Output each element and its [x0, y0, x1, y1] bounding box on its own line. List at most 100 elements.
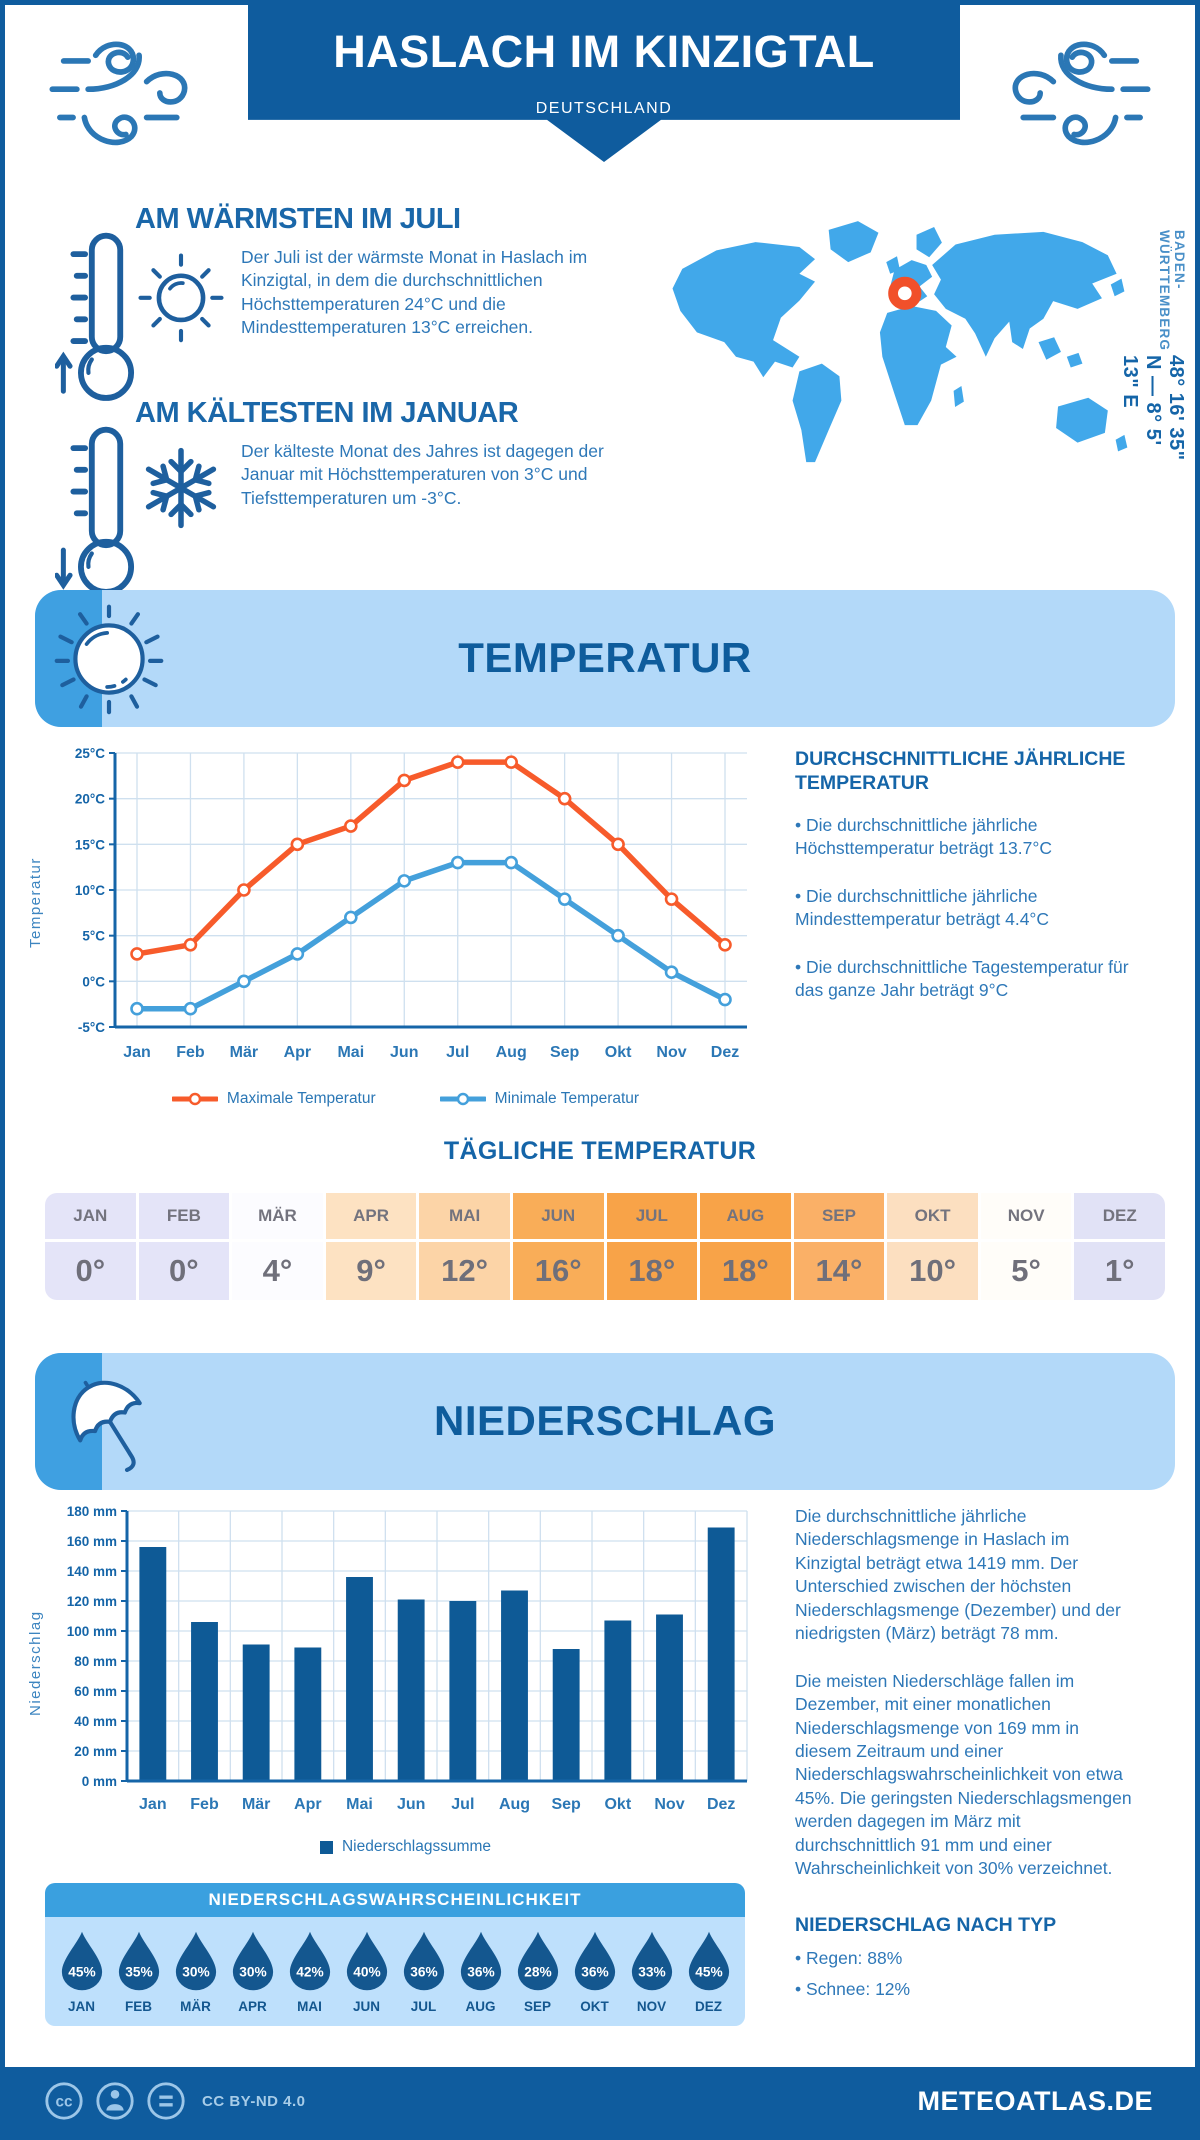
daily-month-label: SEP — [793, 1193, 885, 1239]
svg-text:Mär: Mär — [230, 1044, 258, 1061]
svg-text:Mär: Mär — [242, 1796, 270, 1813]
daily-table-column: FEB 0° — [138, 1193, 230, 1300]
svg-text:Dez: Dez — [711, 1044, 739, 1061]
precipitation-type-bullets: • Regen: 88% • Schnee: 12% — [795, 1947, 1140, 2002]
daily-table-column: MÄR 4° — [232, 1193, 323, 1300]
svg-text:120 mm: 120 mm — [67, 1594, 117, 1609]
svg-text:0°C: 0°C — [82, 974, 105, 989]
legend-item: Maximale Temperatur — [171, 1090, 376, 1108]
probability-drop: 40% JUN — [338, 1929, 395, 2014]
precipitation-paragraph: Die meisten Niederschläge fallen im Deze… — [795, 1670, 1132, 1879]
probability-month-label: SEP — [523, 1999, 551, 2014]
svg-text:45%: 45% — [695, 1965, 722, 1980]
daily-temperature-value: 16° — [512, 1242, 604, 1300]
daily-month-label: NOV — [980, 1193, 1072, 1239]
daily-month-label: JUN — [512, 1193, 604, 1239]
daily-temperature-value: 5° — [980, 1242, 1072, 1300]
daily-month-label: JAN — [45, 1193, 136, 1239]
daily-temperature-value: 12° — [419, 1242, 510, 1300]
svg-text:Jan: Jan — [123, 1044, 151, 1061]
daily-temperature-value: 1° — [1074, 1242, 1165, 1300]
svg-text:Jul: Jul — [446, 1044, 469, 1061]
probability-drop: 30% APR — [224, 1929, 281, 2014]
daily-temperature-value: 0° — [45, 1242, 136, 1300]
svg-text:36%: 36% — [410, 1965, 437, 1980]
svg-text:40 mm: 40 mm — [74, 1714, 117, 1729]
precipitation-probability-card: NIEDERSCHLAGSWAHRSCHEINLICHKEIT 45% JAN 35… — [45, 1883, 745, 2026]
temperature-chart: -5°C 0°C 5°C 10°C 15°C 20°C 25°C Jan Feb Mär Apr Ma… — [61, 743, 778, 1080]
license-icons: cc CC BY-ND 4.0 — [43, 2080, 306, 2122]
umbrella-banner-icon — [71, 1380, 142, 1473]
svg-text:25°C: 25°C — [75, 746, 105, 761]
svg-text:30%: 30% — [239, 1965, 266, 1980]
daily-month-label: APR — [325, 1193, 417, 1239]
probability-drop: 36% AUG — [452, 1929, 509, 2014]
temperature-chart-ylabel: Temperatur — [27, 857, 44, 948]
svg-text:cc: cc — [56, 2094, 73, 2111]
thermometer-down-icon — [55, 426, 135, 595]
svg-text:Jun: Jun — [390, 1044, 418, 1061]
precipitation-paragraphs: Die durchschnittliche jährliche Niedersc… — [795, 1505, 1140, 1881]
equals-icon — [147, 2082, 185, 2120]
warmest-text: Der Juli ist der wärmste Monat in Haslac… — [241, 247, 588, 337]
daily-month-label: AUG — [700, 1193, 791, 1239]
footer: cc CC BY-ND 4.0 METEOATLAS.DE — [5, 2067, 1195, 2135]
precipitation-chart-legend: Niederschlagssumme — [33, 1838, 778, 1856]
daily-temperature-value: 14° — [793, 1242, 885, 1300]
probability-drop: 28% SEP — [509, 1929, 566, 2014]
svg-text:5°C: 5°C — [82, 929, 105, 944]
probability-month-label: NOV — [636, 1999, 667, 2014]
temperature-chart-legend: Maximale Temperatur Minimale Temperatur — [33, 1090, 778, 1108]
svg-text:28%: 28% — [524, 1965, 551, 1980]
daily-month-label: JUL — [606, 1193, 698, 1239]
svg-text:Jan: Jan — [139, 1796, 167, 1813]
probability-month-label: DEZ — [695, 1999, 722, 2014]
precipitation-text-block: Die durchschnittliche jährliche Niedersc… — [795, 1505, 1140, 2010]
daily-table-column: DEZ 1° — [1074, 1193, 1165, 1300]
world-map — [653, 193, 1141, 501]
daily-month-label: MÄR — [232, 1193, 323, 1239]
probability-drop: 36% OKT — [566, 1929, 623, 2014]
daily-month-label: MAI — [419, 1193, 510, 1239]
precipitation-section-title: NIEDERSCHLAG — [433, 1397, 777, 1444]
svg-text:35%: 35% — [125, 1965, 152, 1980]
probability-month-label: JUN — [352, 1999, 380, 2014]
svg-text:-5°C: -5°C — [78, 1020, 105, 1035]
svg-text:160 mm: 160 mm — [67, 1534, 117, 1549]
sun-icon — [135, 246, 227, 346]
svg-text:Okt: Okt — [604, 1796, 631, 1813]
type-bullet: • Regen: 88% — [795, 1947, 903, 1968]
coldest-title: AM KÄLTESTEN IM JANUAR — [135, 397, 519, 429]
svg-text:20 mm: 20 mm — [74, 1744, 117, 1759]
probability-drop: 36% JUL — [395, 1929, 452, 2014]
annual-bullet: • Die durchschnittliche jährliche Höchst… — [795, 814, 1052, 859]
probability-month-label: JUL — [410, 1999, 437, 2014]
cc-icon: cc — [45, 2082, 83, 2120]
svg-text:10°C: 10°C — [75, 883, 105, 898]
thermometer-up-icon — [55, 232, 135, 401]
daily-month-label: OKT — [887, 1193, 978, 1239]
daily-temperature-heading: TÄGLICHE TEMPERATUR — [443, 1137, 757, 1165]
precipitation-chart-block: Niederschlag 0 mm 20 mm 40 mm 60 mm 80 mm 100… — [27, 1501, 778, 1856]
daily-month-label: FEB — [138, 1193, 230, 1239]
svg-text:Sep: Sep — [550, 1044, 580, 1061]
daily-temperature-value: 0° — [138, 1242, 230, 1300]
annual-temperature-heading: DURCHSCHNITTLICHE JÄHRLICHE TEMPERATUR — [795, 748, 1126, 795]
precipitation-type-heading: NIEDERSCHLAG NACH TYP — [795, 1913, 1057, 1936]
coldest-month-block: AM KÄLTESTEN IM JANUAR Der kälteste Mona… — [47, 397, 662, 595]
probability-drop: 42% MAI — [281, 1929, 338, 2014]
daily-table-column: MAI 12° — [419, 1193, 510, 1300]
precipitation-probability-heading: NIEDERSCHLAGSWAHRSCHEINLICHKEIT — [45, 1883, 745, 1917]
temperature-chart-block: Temperatur -5°C 0°C 5°C 10°C 15°C 20°C 25°C Jan… — [27, 743, 778, 1108]
annual-temperature-bullets: • Die durchschnittliche jährliche Höchst… — [795, 814, 1140, 1003]
legend-label: Niederschlagssumme — [341, 1838, 492, 1855]
precipitation-paragraph: Die durchschnittliche jährliche Niedersc… — [795, 1506, 1121, 1644]
snowflake-icon — [135, 440, 227, 536]
temperature-section-title: TEMPERATUR — [458, 634, 752, 681]
svg-text:36%: 36% — [467, 1965, 494, 1980]
svg-text:42%: 42% — [296, 1965, 323, 1980]
svg-text:Okt: Okt — [605, 1044, 632, 1061]
daily-table-column: AUG 18° — [700, 1193, 791, 1300]
probability-month-label: OKT — [580, 1999, 609, 2014]
